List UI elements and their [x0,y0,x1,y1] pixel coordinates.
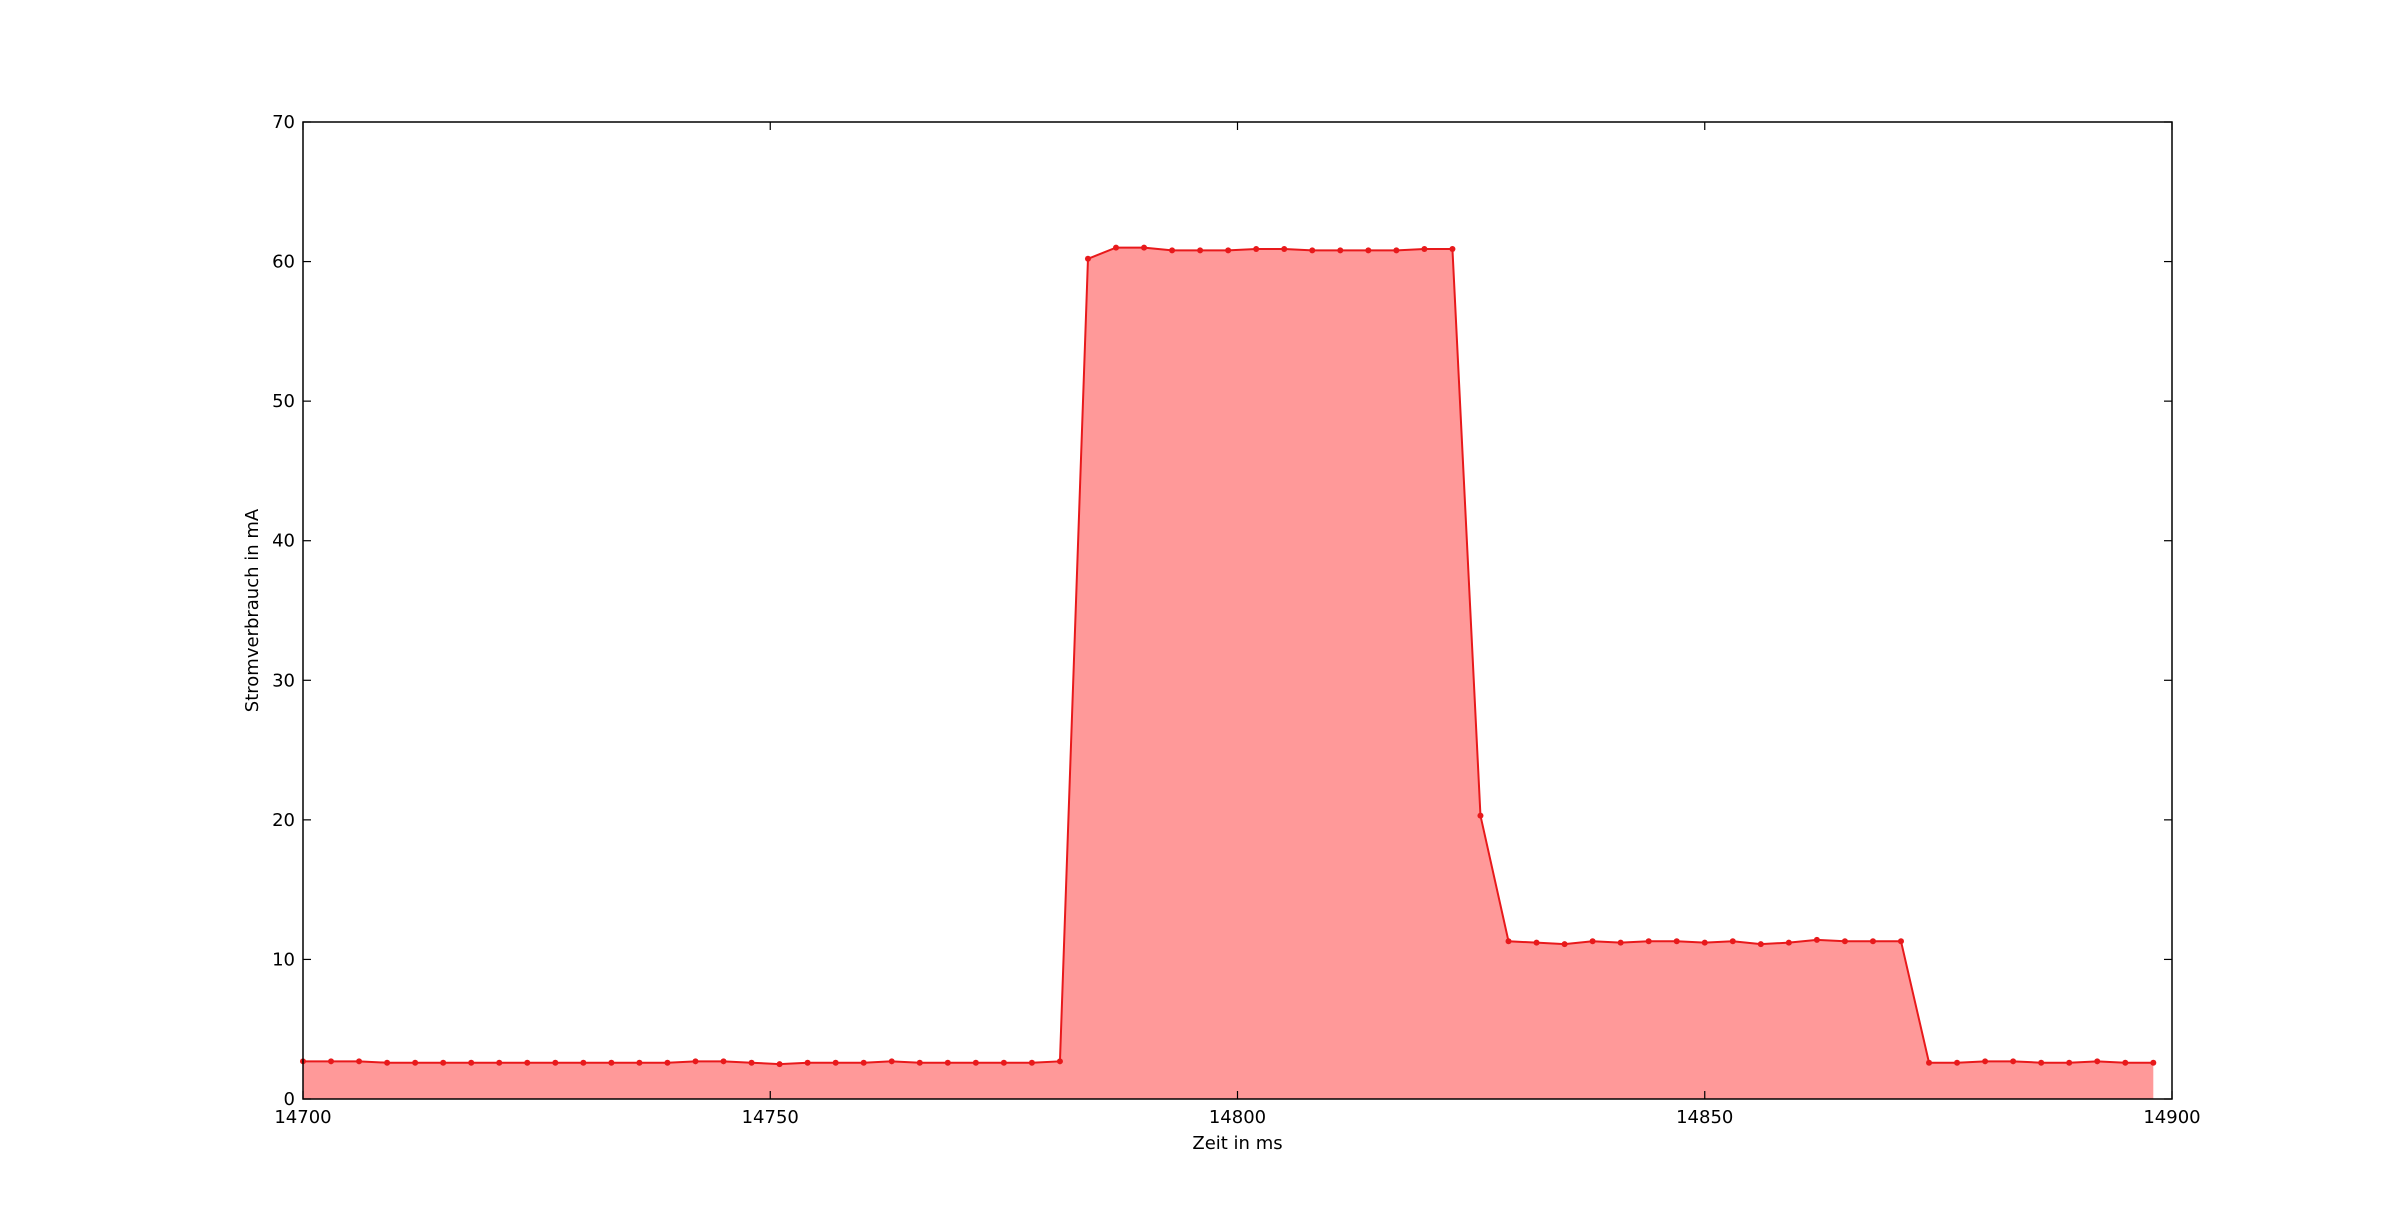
data-point [944,1059,951,1066]
data-point [2010,1058,2017,1065]
axis-ticks [302,121,2173,1100]
y-tick-label: 20 [272,810,295,831]
data-point [1589,938,1596,945]
data-point [888,1058,895,1065]
data-point [496,1059,503,1066]
x-tick-label: 14900 [2143,1107,2200,1128]
data-point [748,1059,755,1066]
data-point [608,1059,615,1066]
data-point [1477,812,1484,819]
data-point [972,1059,979,1066]
x-tick-label: 14800 [1209,1107,1266,1128]
area-fill [303,247,2154,1100]
data-point [1365,247,1372,254]
data-point [1869,938,1876,945]
data-point [720,1058,727,1065]
data-point [1645,938,1652,945]
data-point [1169,247,1176,254]
data-point [328,1058,335,1065]
data-point [1000,1059,1007,1066]
data-point [1281,246,1288,253]
data-point [580,1059,587,1066]
data-point [1897,938,1904,945]
data-point [664,1059,671,1066]
data-point [468,1059,475,1066]
data-point [1309,247,1316,254]
x-tick-label: 14750 [742,1107,799,1128]
data-point [1084,255,1091,262]
data-point [1757,941,1764,948]
data-point [1225,247,1232,254]
data-point [1617,939,1624,946]
data-point [1926,1059,1933,1066]
data-point [2066,1059,2073,1066]
x-tick-label: 14850 [1676,1107,1733,1128]
data-point [440,1059,447,1066]
data-point [412,1059,419,1066]
data-point [1954,1059,1961,1066]
data-point [1561,941,1568,948]
data-point [1729,938,1736,945]
data-point [1113,244,1120,251]
data-point [1813,936,1820,943]
data-point [1701,939,1708,946]
data-point [776,1061,783,1068]
data-point [1393,247,1400,254]
data-point [1056,1058,1063,1065]
data-point [1028,1059,1035,1066]
data-point [1841,938,1848,945]
data-point [552,1059,559,1066]
data-point [1533,939,1540,946]
data-point [804,1059,811,1066]
data-point [916,1059,923,1066]
data-point [1505,938,1512,945]
data-point [636,1059,643,1066]
data-point [2150,1059,2157,1066]
data-point [1337,247,1344,254]
data-point [356,1058,363,1065]
y-tick-label: 0 [284,1089,295,1110]
data-point [832,1059,839,1066]
y-tick-label: 60 [272,252,295,273]
data-point [1673,938,1680,945]
data-point [1785,939,1792,946]
data-point [2038,1059,2045,1066]
data-point [2122,1059,2129,1066]
x-tick-label: 14700 [274,1107,331,1128]
data-point [384,1059,391,1066]
data-point [2094,1058,2101,1065]
y-tick-label: 10 [272,949,295,970]
data-point [692,1058,699,1065]
data-point [1421,246,1428,253]
data-point [1253,246,1260,253]
y-tick-label: 70 [272,112,295,133]
data-point [1982,1058,1989,1065]
y-tick-label: 30 [272,670,295,691]
y-tick-label: 40 [272,531,295,552]
data-point [1197,247,1204,254]
data-point [1449,246,1456,253]
data-markers [300,244,2157,1068]
data-point [524,1059,531,1066]
x-axis-label: Zeit in ms [1192,1133,1282,1154]
tick-labels: 14700 14750 14800 14850 14900 0 10 20 30 40 50 60 70 [272,112,2201,1128]
y-axis-label: Stromverbrauch in mA [242,508,263,712]
data-point [860,1059,867,1066]
y-tick-label: 50 [272,391,295,412]
data-point [1141,244,1148,251]
plot-area [300,244,2157,1100]
